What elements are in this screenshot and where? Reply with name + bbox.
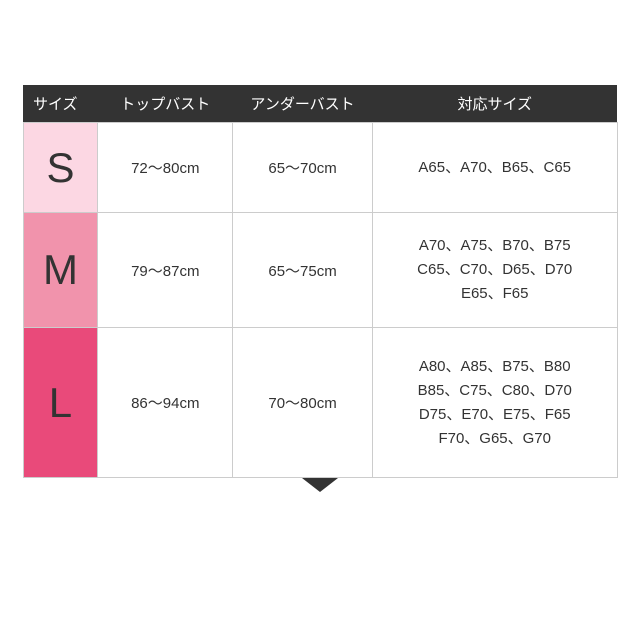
topbust-value: 86～94cm	[98, 328, 233, 478]
table-row: L 86～94cm 70～80cm A80、A85、B75、B80B85、C75…	[23, 328, 617, 478]
topbust-value: 79～87cm	[98, 213, 233, 328]
corresponding-sizes: A70、A75、B70、B75C65、C70、D65、D70E65、F65	[372, 213, 617, 328]
col-size-header: サイズ	[23, 85, 98, 123]
corresponding-sizes: A65、A70、B65、C65	[372, 123, 617, 213]
chevron-down-icon	[302, 478, 338, 492]
col-underbust-header: アンダーバスト	[233, 85, 373, 123]
size-label-m: M	[23, 213, 98, 328]
col-topbust-header: トップバスト	[98, 85, 233, 123]
size-label-s: S	[23, 123, 98, 213]
size-label-l: L	[23, 328, 98, 478]
topbust-value: 72～80cm	[98, 123, 233, 213]
underbust-value: 65～70cm	[233, 123, 373, 213]
table-row: M 79～87cm 65～75cm A70、A75、B70、B75C65、C70…	[23, 213, 617, 328]
underbust-value: 65～75cm	[233, 213, 373, 328]
size-chart-table: サイズ トップバスト アンダーバスト 対応サイズ S 72～80cm 65～70…	[23, 85, 618, 478]
col-corresponding-header: 対応サイズ	[372, 85, 617, 123]
underbust-value: 70～80cm	[233, 328, 373, 478]
corresponding-sizes: A80、A85、B75、B80B85、C75、C80、D70D75、E70、E7…	[372, 328, 617, 478]
table-header-row: サイズ トップバスト アンダーバスト 対応サイズ	[23, 85, 617, 123]
table-row: S 72～80cm 65～70cm A65、A70、B65、C65	[23, 123, 617, 213]
